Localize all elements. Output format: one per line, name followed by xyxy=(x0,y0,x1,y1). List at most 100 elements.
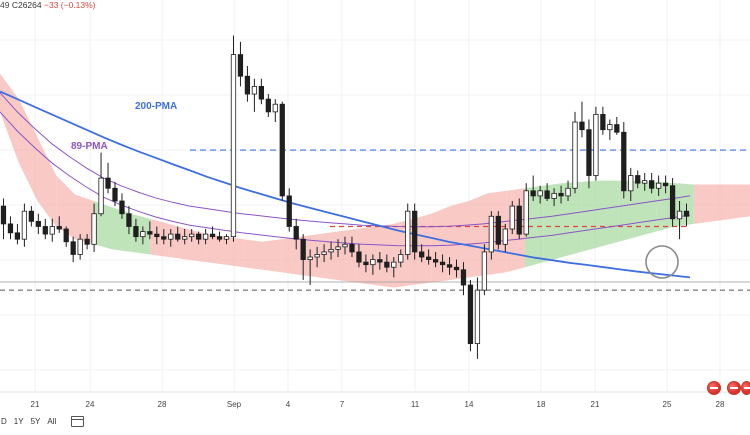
x-tick-label: 18 xyxy=(537,400,546,409)
candle xyxy=(251,78,258,112)
candle xyxy=(377,251,383,270)
candle xyxy=(481,244,488,296)
annotations: 200-PMA 89-PMA xyxy=(71,101,679,279)
cloud-segment-bear xyxy=(318,231,338,280)
cloud-segment-bear xyxy=(506,188,525,273)
candle xyxy=(405,203,411,260)
us-flag-icon[interactable] xyxy=(707,381,721,395)
candle xyxy=(105,162,111,194)
candle xyxy=(98,152,104,217)
ohlc-readout: 49 C26264 −33 (−0.13%) xyxy=(0,0,96,10)
range-button-d[interactable]: D xyxy=(1,417,7,426)
candle xyxy=(300,234,306,280)
candle xyxy=(662,175,669,194)
candle xyxy=(244,66,251,102)
candle xyxy=(572,111,578,194)
candle xyxy=(119,193,125,219)
candle xyxy=(230,35,237,242)
calendar-icon[interactable] xyxy=(71,416,85,427)
candle xyxy=(537,185,543,204)
x-tick-label: 28 xyxy=(716,400,725,409)
candle xyxy=(161,229,167,245)
cloud-segment-bear xyxy=(337,229,357,283)
candle xyxy=(523,183,529,237)
candle xyxy=(607,119,613,140)
cloud-segment-bear xyxy=(75,194,94,245)
candle xyxy=(439,254,446,273)
candle xyxy=(112,181,118,207)
candle xyxy=(586,119,592,189)
candle xyxy=(42,218,48,240)
candle xyxy=(258,78,264,105)
candle xyxy=(265,94,271,117)
candle xyxy=(328,241,334,260)
candle xyxy=(237,41,244,87)
x-tick-label: 24 xyxy=(86,400,95,409)
candle xyxy=(56,216,62,233)
range-button-all[interactable]: All xyxy=(47,417,57,426)
candle xyxy=(70,236,76,263)
cloud-segment-bear xyxy=(150,218,169,258)
candle xyxy=(196,231,202,245)
pma200-line xyxy=(0,90,691,279)
candle xyxy=(467,279,474,352)
pma89-label: 89-PMA xyxy=(71,141,108,152)
us-flag-icon[interactable] xyxy=(727,381,741,395)
candle xyxy=(614,116,620,135)
range-button-5y[interactable]: 5Y xyxy=(30,417,41,426)
cloud-segment-bear xyxy=(262,239,282,273)
cloud-segment-bear xyxy=(206,234,225,265)
cloud-segment-bull xyxy=(543,183,563,263)
candle xyxy=(77,234,83,260)
candle xyxy=(495,211,501,250)
cloud-segment-bear xyxy=(375,223,394,288)
candle xyxy=(649,172,655,194)
cloud-segment-bull xyxy=(675,183,694,227)
candle xyxy=(0,198,7,240)
candle xyxy=(349,236,355,258)
candle xyxy=(656,175,662,196)
candle xyxy=(279,101,285,201)
candle xyxy=(628,167,634,201)
candle xyxy=(356,244,362,268)
candle xyxy=(432,251,439,268)
cloud-segment-bull xyxy=(525,185,544,268)
cloud-segment-bull xyxy=(581,180,600,252)
candle xyxy=(669,178,676,227)
cloud-segment-bull xyxy=(637,180,657,237)
candle xyxy=(154,226,160,245)
candle xyxy=(189,229,195,242)
candle xyxy=(175,226,181,242)
cloud-segment-bear xyxy=(56,175,75,240)
candle xyxy=(453,259,460,278)
ohlc-close: C26264 xyxy=(11,0,42,10)
candle xyxy=(307,249,313,286)
candle xyxy=(551,188,557,207)
candle xyxy=(363,254,369,273)
ohlc-change: −33 (−0.13%) xyxy=(44,0,96,10)
cloud-segment-bear xyxy=(693,184,713,224)
candle xyxy=(683,203,690,227)
candle xyxy=(676,201,683,240)
x-tick-label: 28 xyxy=(158,400,167,409)
ohlc-prefix: 49 xyxy=(0,0,10,10)
candle xyxy=(460,262,467,296)
candle xyxy=(384,254,390,273)
x-tick-label: 14 xyxy=(465,400,474,409)
cloud-segment-bear xyxy=(281,236,300,275)
candle xyxy=(544,183,550,201)
x-tick-label: 21 xyxy=(31,400,40,409)
candle xyxy=(593,106,599,181)
candle xyxy=(209,226,216,240)
cloud-segment-bear xyxy=(450,201,469,280)
cloud-segment-bear xyxy=(431,206,450,283)
pma200-label: 200-PMA xyxy=(135,101,177,112)
range-buttons: D 1Y 5Y All xyxy=(0,413,121,430)
candle xyxy=(126,206,132,235)
cloud-segment-bear xyxy=(731,184,750,219)
range-button-1y[interactable]: 1Y xyxy=(13,417,24,426)
us-flag-icon[interactable] xyxy=(741,381,750,395)
cloud-segment-bear xyxy=(712,184,732,222)
